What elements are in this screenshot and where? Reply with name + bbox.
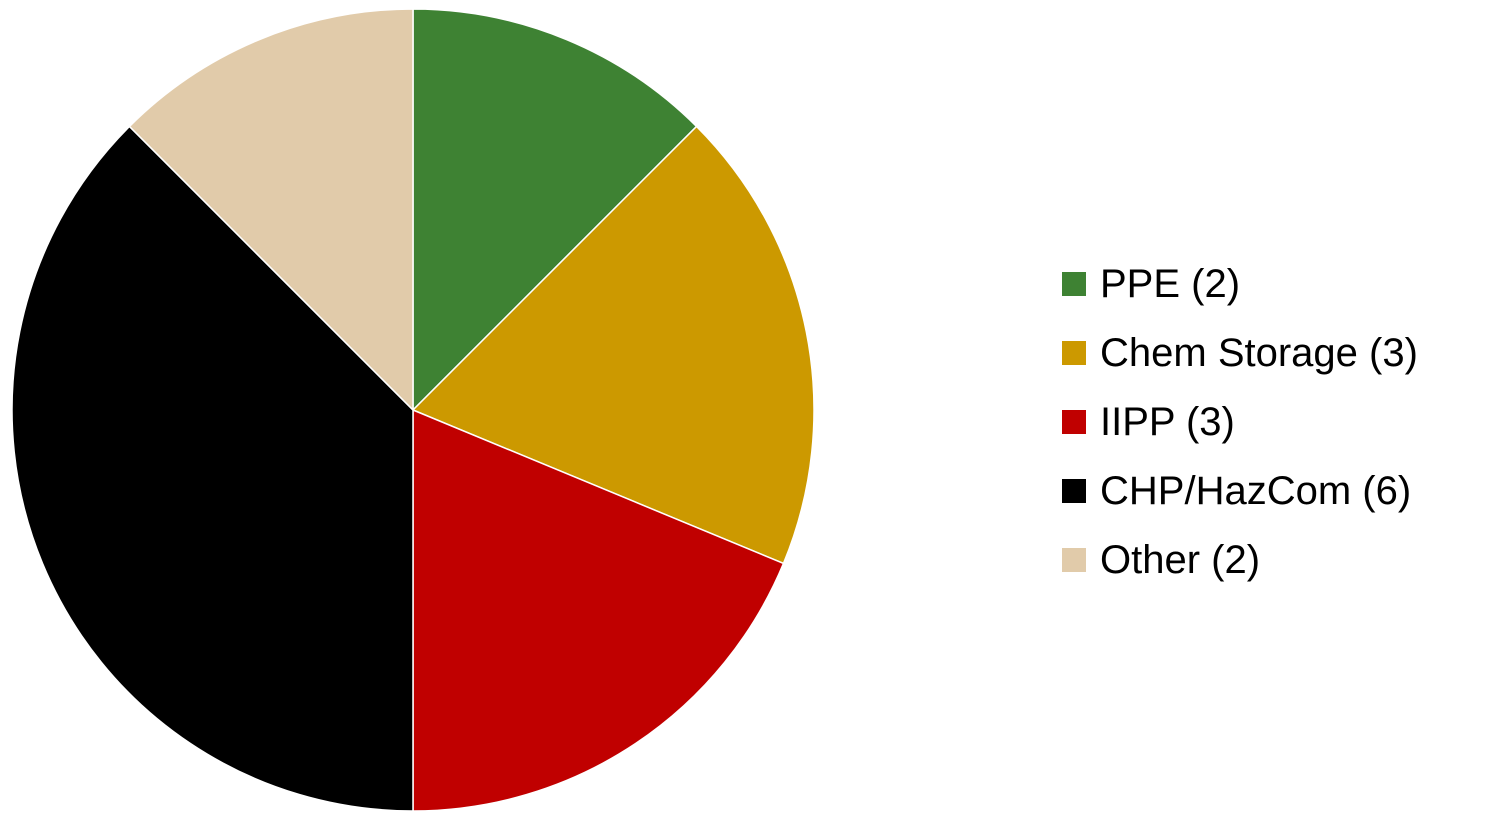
legend-swatch-iipp	[1062, 409, 1086, 434]
pie-slice-other	[128, 8, 414, 412]
legend-item-ppe: PPE (2)	[1062, 249, 1492, 318]
pie-slice-ppe	[412, 8, 698, 412]
legend-item-chem-storage: Chem Storage (3)	[1062, 318, 1492, 387]
pie-slice-iipp	[412, 408, 785, 812]
legend-item-chp-hazcom: CHP/HazCom (6)	[1062, 456, 1492, 525]
legend-label-ppe: PPE (2)	[1100, 261, 1241, 306]
legend-label-chp-hazcom: CHP/HazCom (6)	[1100, 468, 1412, 513]
legend-swatch-other	[1062, 547, 1086, 572]
legend-item-iipp: IIPP (3)	[1062, 387, 1492, 456]
pie-slice-chp-hazcom	[11, 125, 414, 812]
legend-swatch-chp-hazcom	[1062, 478, 1086, 503]
legend-label-iipp: IIPP (3)	[1100, 399, 1235, 444]
legend-swatch-ppe	[1062, 271, 1086, 296]
pie-slice-chem-storage	[411, 125, 815, 565]
legend-label-other: Other (2)	[1100, 537, 1261, 582]
legend-item-other: Other (2)	[1062, 525, 1492, 594]
legend-label-chem-storage: Chem Storage (3)	[1100, 330, 1418, 375]
legend: PPE (2) Chem Storage (3) IIPP (3) CHP/Ha…	[1062, 249, 1492, 594]
legend-swatch-chem-storage	[1062, 340, 1086, 365]
